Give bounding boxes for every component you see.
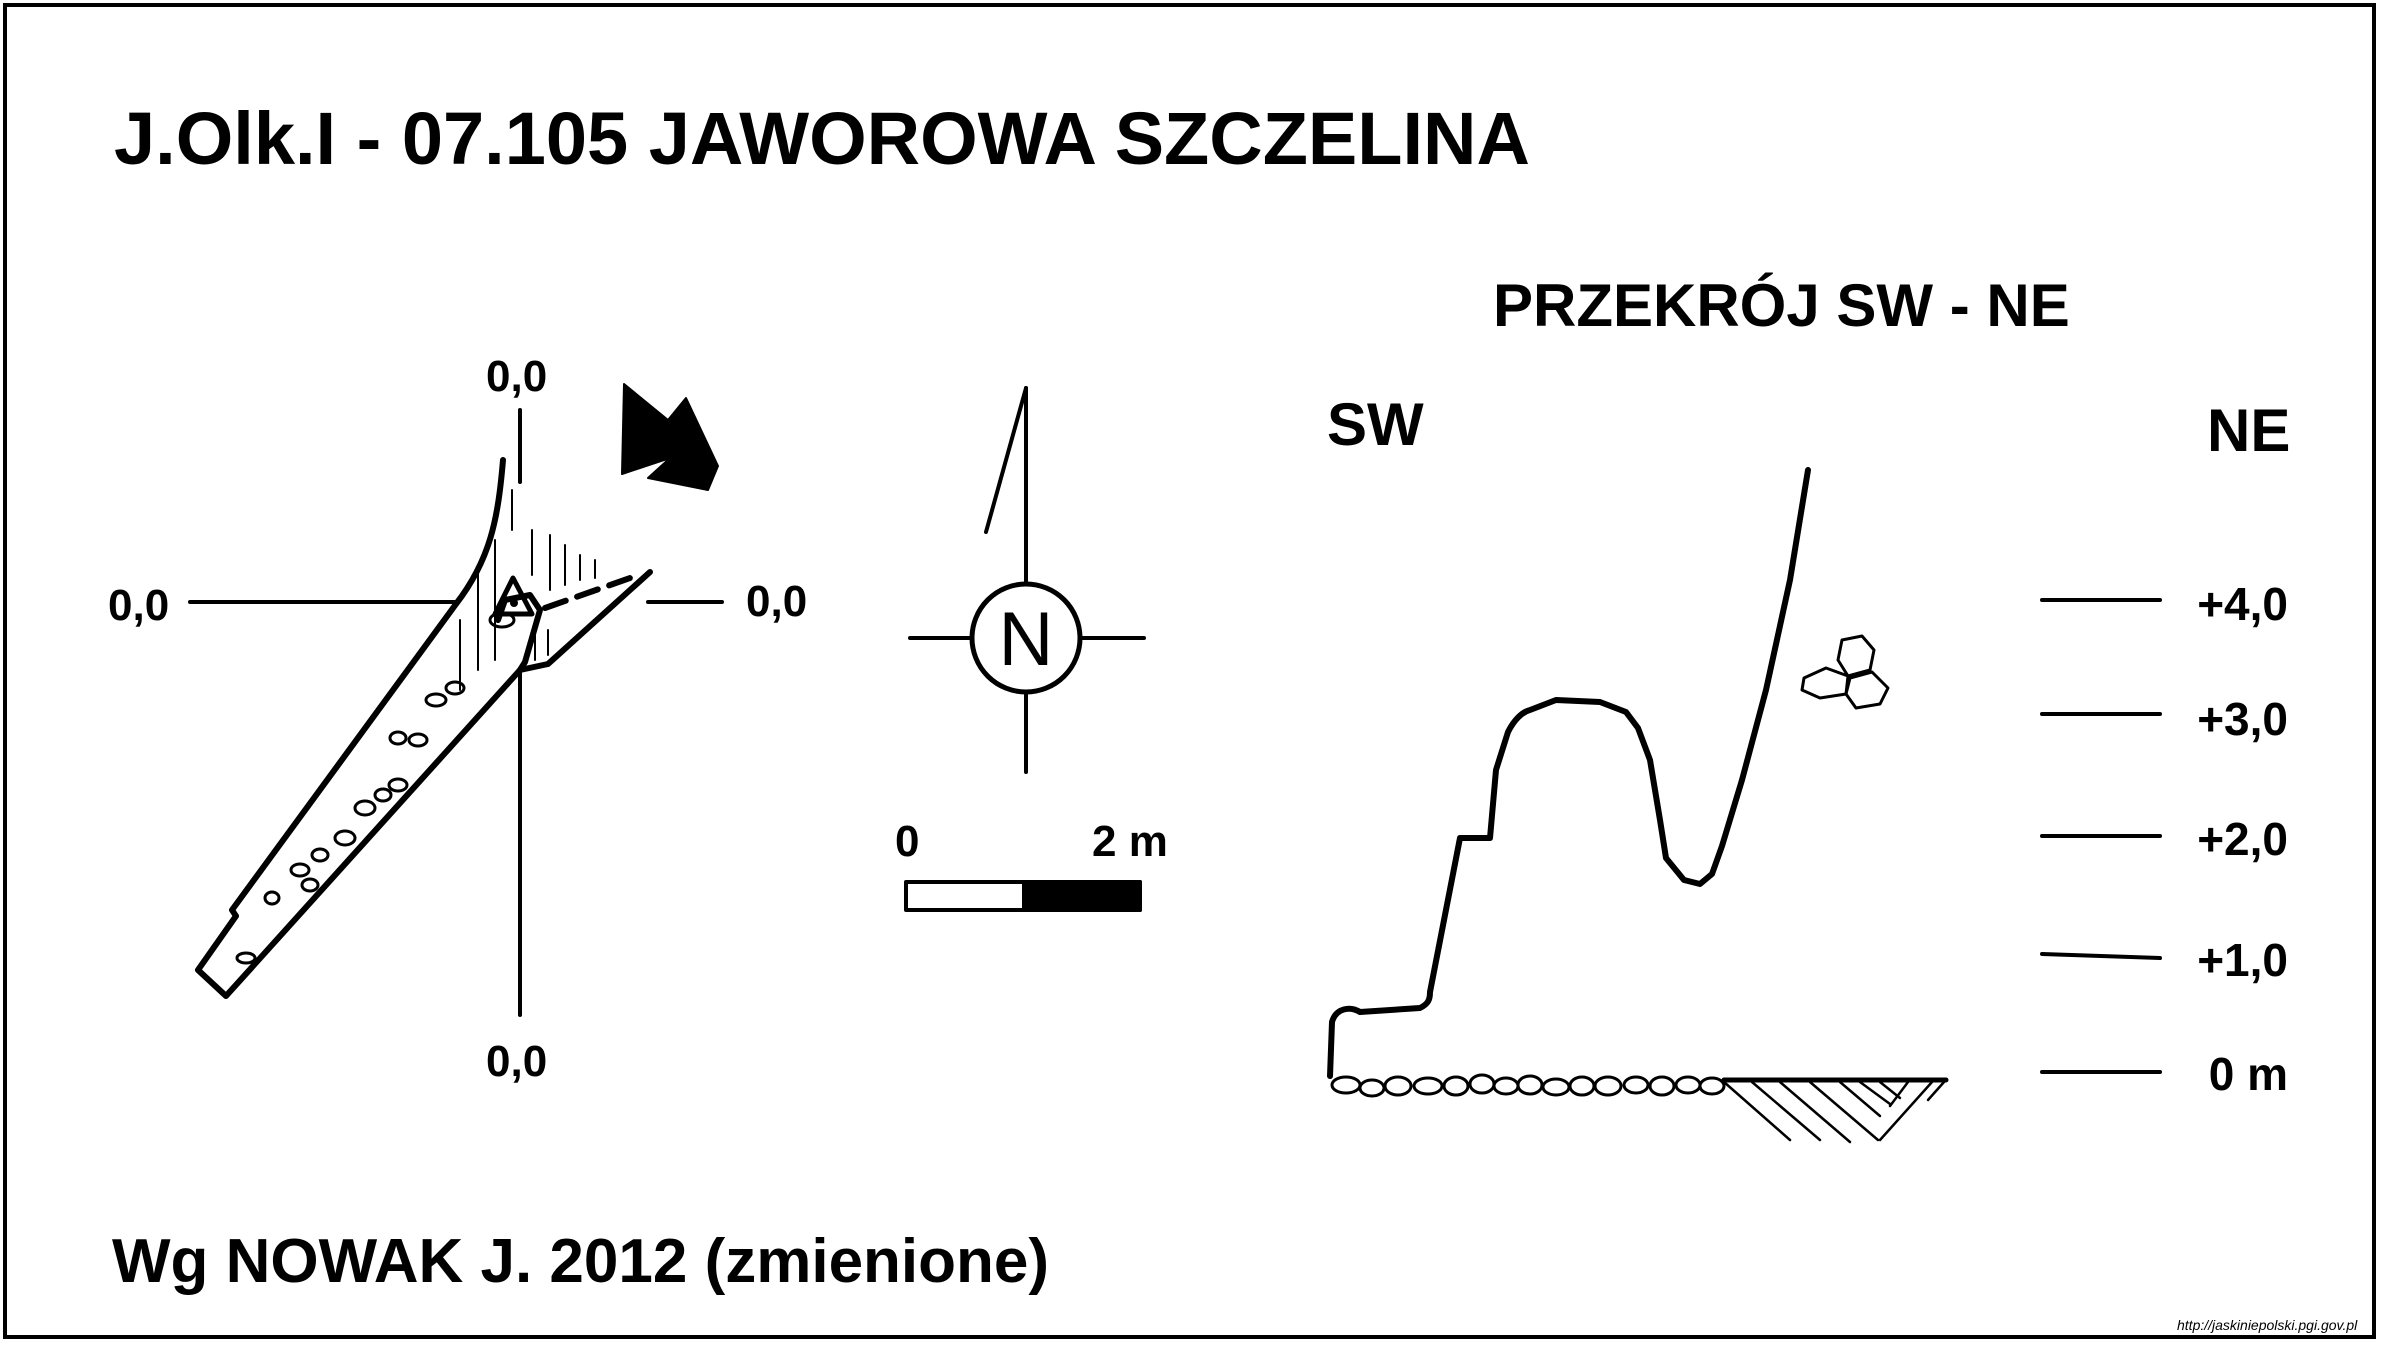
level-label-4: +4,0 [2197, 578, 2288, 630]
map-frame [3, 3, 2376, 1339]
plan-passage-outline [195, 457, 653, 999]
credit-note: Wg NOWAK J. 2012 (zmienione) [112, 1227, 1050, 1296]
scale-start-label: 0 [895, 817, 920, 866]
section-label-ne: NE [2207, 397, 2291, 464]
plan-coord-top: 0,0 [486, 352, 548, 401]
section-level-ticks [2040, 598, 2162, 1074]
source-url: http://jaskiniepolski.pgi.gov.pl [2177, 1317, 2358, 1333]
section-title: PRZEKRÓJ SW - NE [1493, 272, 2070, 339]
scale-end-label: 2 m [1092, 817, 1168, 866]
plan-coord-bottom: 0,0 [486, 1037, 548, 1086]
entrance-arrow-icon [621, 383, 719, 491]
level-label-2: +2,0 [2197, 813, 2288, 865]
page-title: J.Olk.I - 07.105 JAWOROWA SZCZELINA [114, 97, 1530, 180]
level-label-1: +1,0 [2197, 934, 2288, 986]
survey-station-icon [492, 575, 535, 617]
compass-rose-icon [908, 386, 1146, 774]
section-label-sw: SW [1327, 391, 1424, 458]
survey-station-dot [510, 599, 518, 607]
section-profile-line [1327, 467, 1811, 1079]
section-boulders [1800, 634, 1890, 710]
plan-hatching [459, 489, 596, 691]
level-label-3: +3,0 [2197, 693, 2288, 745]
compass-north-label: N [999, 597, 1054, 682]
plan-view [188, 383, 724, 1017]
scale-bar [904, 880, 1142, 912]
section-rock-hatching [1722, 1080, 1946, 1144]
plan-coord-left: 0,0 [108, 581, 170, 630]
level-label-0: 0 m [2208, 1048, 2288, 1100]
plan-drip-line [542, 575, 633, 611]
section-floor-rubble [1330, 1073, 1726, 1098]
plan-rubble [235, 680, 466, 965]
section-view [1327, 467, 2162, 1144]
plan-passage-entrance-wall [495, 592, 543, 673]
plan-boulder [488, 611, 516, 629]
plan-coord-right: 0,0 [746, 577, 808, 626]
